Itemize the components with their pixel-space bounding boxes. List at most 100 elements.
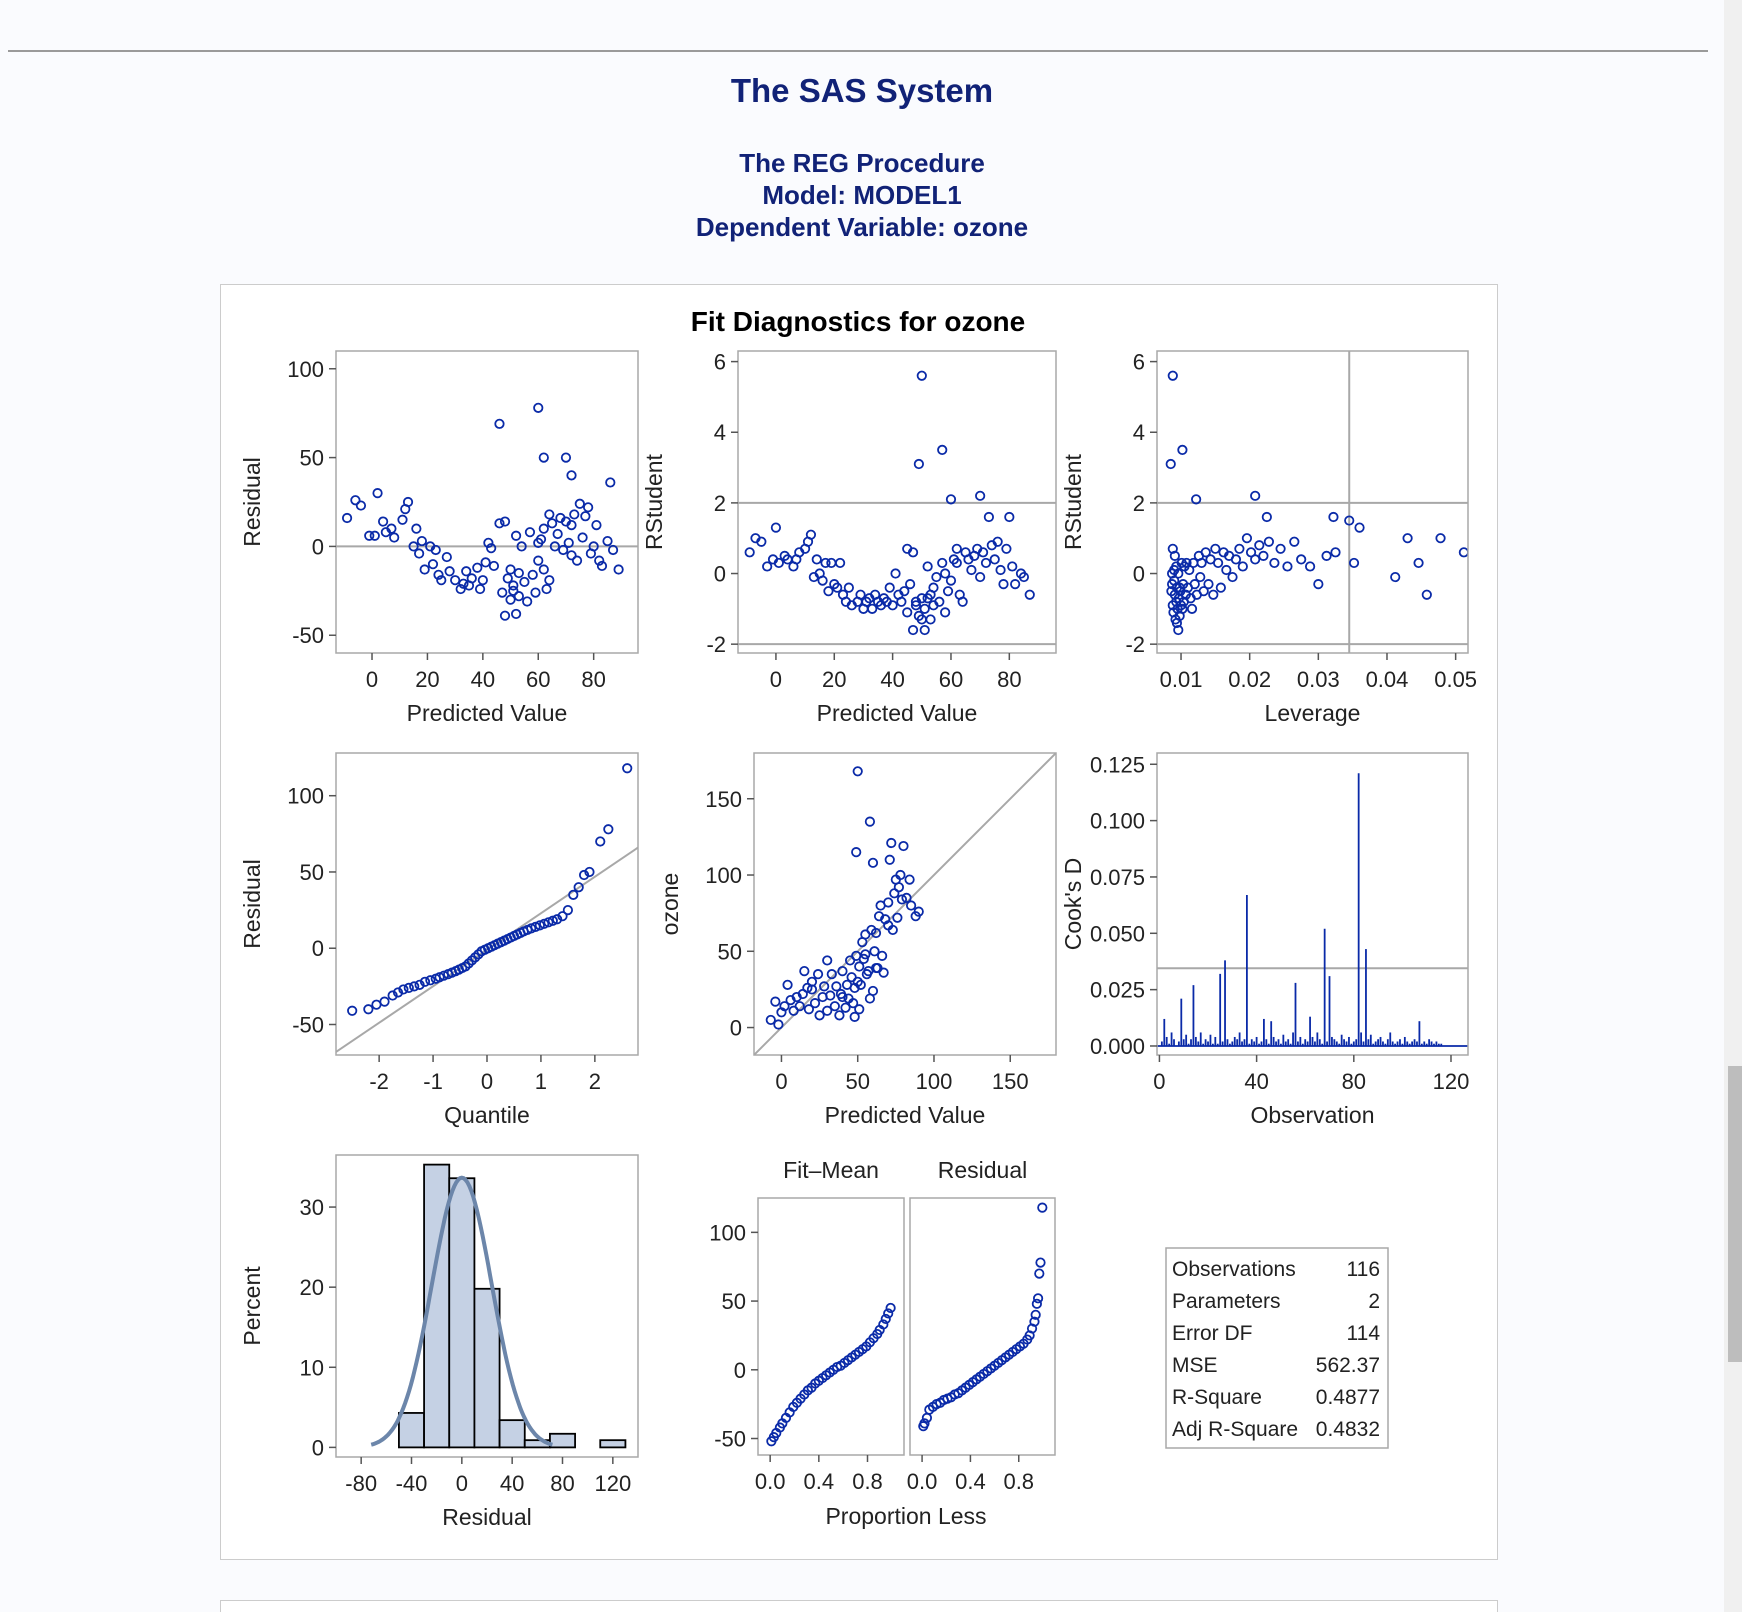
y-tick-label: 0.100 <box>1090 809 1145 834</box>
data-point <box>425 975 436 986</box>
data-point <box>1024 589 1035 600</box>
histogram-bar <box>473 1287 501 1449</box>
data-point <box>910 600 922 611</box>
x-tick-label: 80 <box>581 667 605 692</box>
data-point <box>403 982 414 993</box>
data-point <box>1250 490 1261 501</box>
x-tick-label: 20 <box>415 667 439 692</box>
data-point <box>1330 547 1341 558</box>
plot-frame <box>737 350 1057 654</box>
data-point <box>1213 557 1224 569</box>
data-point <box>834 1010 845 1021</box>
data-point <box>1421 589 1432 600</box>
data-point <box>386 523 397 534</box>
data-point <box>829 1001 840 1012</box>
data-point <box>538 452 549 463</box>
data-point <box>1010 579 1021 590</box>
data-point <box>408 541 419 552</box>
data-point <box>392 987 404 998</box>
y-axis-label: Cook's D <box>1060 858 1086 951</box>
data-point <box>1435 533 1446 544</box>
data-point <box>544 575 555 586</box>
data-point <box>527 569 538 580</box>
data-point <box>819 981 830 992</box>
data-point <box>409 981 420 992</box>
data-point <box>898 840 909 852</box>
data-point <box>1227 571 1238 583</box>
data-point <box>817 575 828 586</box>
data-point <box>916 370 927 381</box>
data-point <box>1177 444 1188 456</box>
data-point <box>535 534 547 545</box>
data-point <box>574 498 585 509</box>
data-point <box>934 596 945 607</box>
data-point <box>607 544 619 556</box>
data-point <box>552 914 563 925</box>
data-point <box>1165 458 1176 470</box>
data-point <box>770 996 781 1007</box>
data-point <box>430 544 441 556</box>
x-tick-label: 2 <box>589 1069 601 1094</box>
fit-statistics-table: Observations 116 Parameters 2 Error DF 114 MSE… <box>1165 1247 1389 1449</box>
data-point <box>937 557 948 569</box>
scrollbar-thumb[interactable] <box>1728 1066 1742 1362</box>
plot-content <box>738 370 1056 646</box>
data-point <box>1035 1257 1046 1268</box>
data-point <box>919 624 930 636</box>
data-point <box>812 969 824 980</box>
data-point <box>893 882 904 893</box>
plot-rf_resid: 0.0 0.4 0.8 Residual <box>907 1157 1056 1494</box>
data-point <box>870 962 882 974</box>
next-output-panel <box>220 1600 1498 1612</box>
y-axis-label: RStudent <box>641 453 667 550</box>
data-point <box>805 529 817 540</box>
x-tick-label: 1 <box>535 1069 547 1094</box>
x-tick-label: 40 <box>1244 1069 1268 1094</box>
data-point <box>840 1002 851 1013</box>
data-point <box>510 608 522 620</box>
data-point <box>998 579 1009 590</box>
data-point <box>919 603 930 614</box>
plot-frame <box>753 752 1057 1056</box>
plot-content <box>370 1163 627 1449</box>
data-point <box>419 564 430 575</box>
x-tick-label: 0.4 <box>804 1469 835 1494</box>
data-point <box>1031 1298 1042 1309</box>
y-tick-label: 10 <box>300 1355 324 1380</box>
data-point <box>919 1418 930 1429</box>
y-tick-label: 4 <box>714 420 726 445</box>
histogram-bar <box>498 1419 526 1449</box>
data-point <box>907 624 919 636</box>
y-tick-label: 0 <box>312 534 324 559</box>
reference-line <box>336 846 638 1053</box>
data-point <box>906 900 917 911</box>
data-point <box>549 541 560 552</box>
data-point <box>499 610 511 621</box>
data-point <box>884 582 895 593</box>
y-tick-label: 100 <box>287 784 324 809</box>
data-point <box>1191 494 1202 505</box>
x-tick-label: 20 <box>822 667 846 692</box>
data-point <box>852 766 863 777</box>
data-point <box>951 557 962 569</box>
data-point <box>975 490 986 501</box>
fit-stat-label: Adj R-Square <box>1172 1418 1298 1441</box>
data-point <box>494 418 505 429</box>
data-point <box>1029 1316 1040 1327</box>
x-axis-label: Predicted Value <box>825 1102 986 1128</box>
plot-frame <box>1156 752 1469 1056</box>
data-point <box>1196 557 1207 569</box>
data-point <box>1261 511 1272 523</box>
y-axis-label: ozone <box>657 873 683 936</box>
data-point <box>1173 624 1184 636</box>
data-point <box>573 882 584 893</box>
y-tick-label: 0 <box>730 1016 742 1041</box>
data-point <box>1313 579 1324 590</box>
data-point <box>877 950 888 961</box>
data-point <box>508 585 519 596</box>
y-tick-label: 0 <box>1133 562 1145 587</box>
plot-cooks: 0 40 80 120 0.000 0.025 0.050 0.075 0.100 0.125 Ob… <box>1060 752 1469 1128</box>
x-axis-label: Observation <box>1250 1102 1374 1128</box>
data-point <box>913 458 924 470</box>
data-point <box>896 596 907 607</box>
